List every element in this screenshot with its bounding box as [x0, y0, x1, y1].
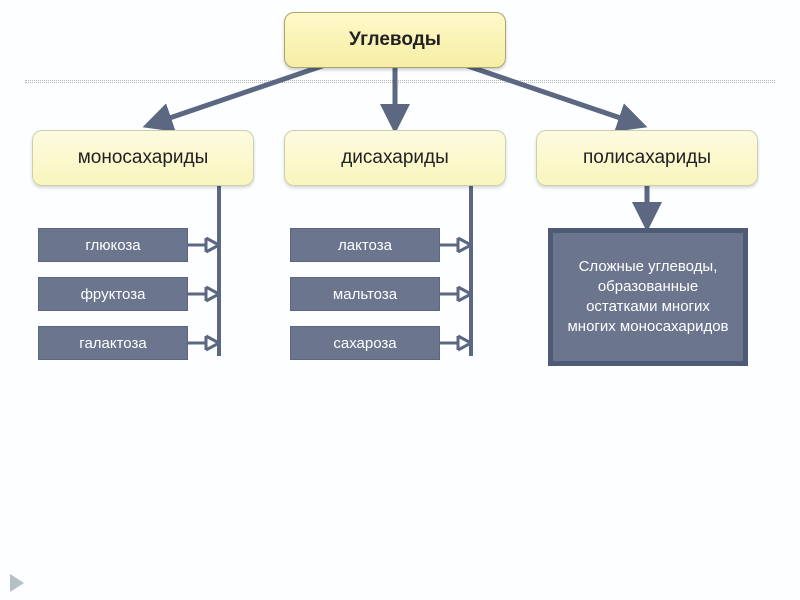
item-label: глюкоза: [85, 237, 140, 254]
category-label: дисахариды: [341, 147, 449, 169]
item-mono: фруктоза: [38, 277, 188, 311]
divider-line: [25, 82, 775, 83]
root-node: Углеводы: [284, 12, 506, 68]
item-label: галактоза: [79, 335, 146, 352]
poly-description-text: Сложные углеводы, образованные остатками…: [561, 257, 735, 338]
category-poly: полисахариды: [536, 130, 758, 186]
item-label: лактоза: [338, 237, 392, 254]
item-label: мальтоза: [333, 286, 397, 303]
category-di: дисахариды: [284, 130, 506, 186]
item-mono: глюкоза: [38, 228, 188, 262]
poly-description: Сложные углеводы, образованные остатками…: [548, 228, 748, 366]
category-label: полисахариды: [583, 147, 711, 169]
item-di: сахароза: [290, 326, 440, 360]
item-di: лактоза: [290, 228, 440, 262]
item-mono: галактоза: [38, 326, 188, 360]
slide-pointer-icon: [10, 574, 24, 592]
divider-line: [25, 80, 775, 81]
root-label: Углеводы: [349, 29, 441, 51]
category-label: моносахариды: [78, 147, 209, 169]
category-mono: моносахариды: [32, 130, 254, 186]
item-label: фруктоза: [81, 286, 146, 303]
item-label: сахароза: [333, 335, 396, 352]
item-di: мальтоза: [290, 277, 440, 311]
